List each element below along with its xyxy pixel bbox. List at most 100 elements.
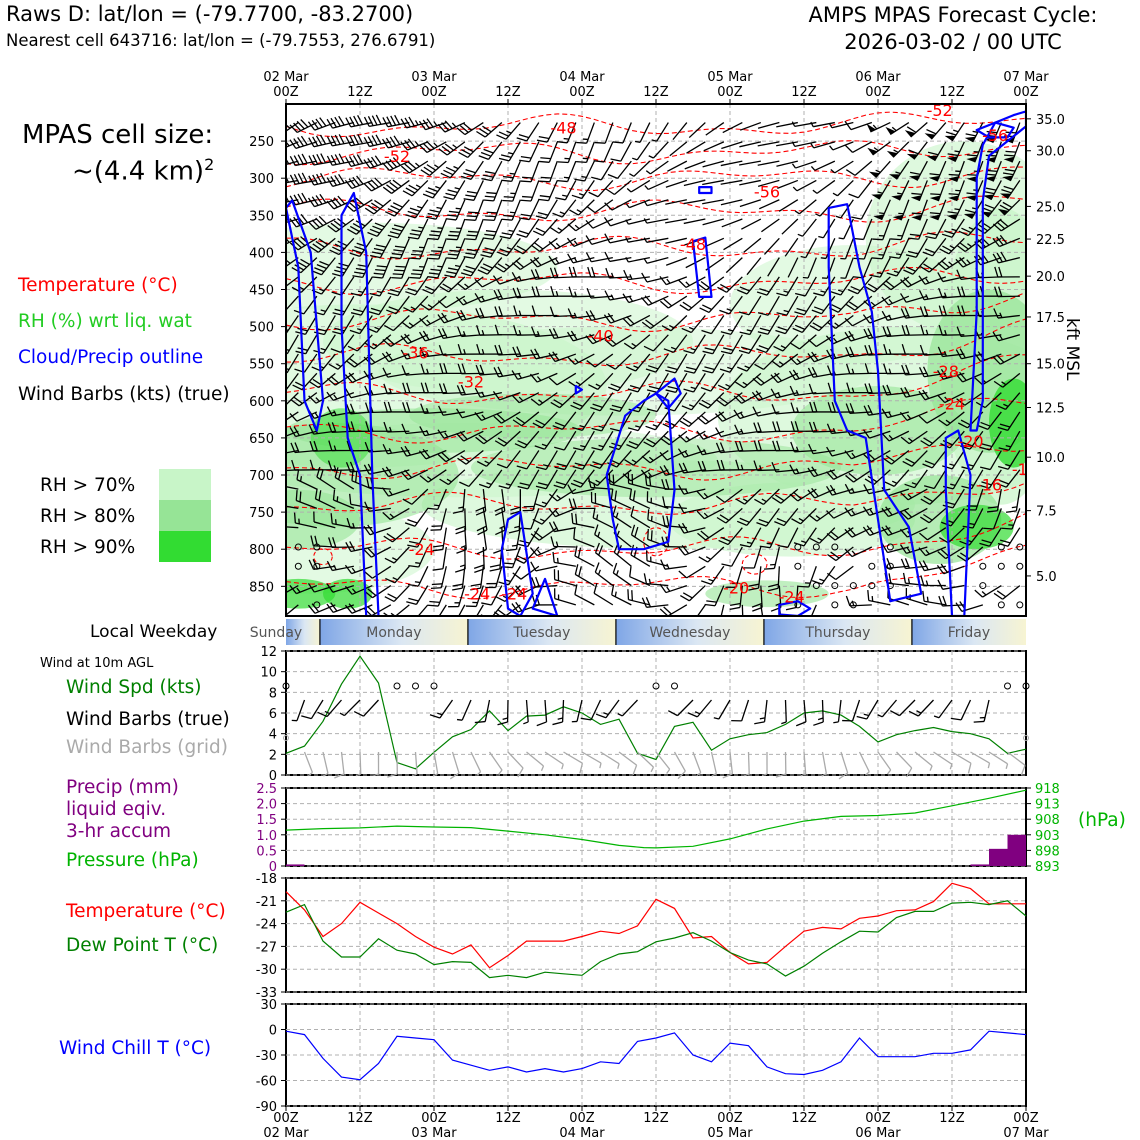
barb-flag: [438, 405, 444, 416]
barb-flag: [452, 583, 463, 587]
barb-flag: [386, 184, 396, 192]
barb-flag: [957, 286, 962, 297]
temperature-label: -56: [982, 126, 1008, 145]
barb-flag: [383, 324, 394, 332]
barb-flag: [406, 601, 417, 606]
barb-staff: [988, 751, 1008, 765]
barb-flag: [300, 258, 310, 266]
barb-flag: [997, 426, 1008, 431]
altitude-tick-label: 17.5: [1036, 311, 1065, 326]
barb-half: [744, 773, 750, 777]
barb-flag: [419, 475, 429, 483]
barb-flag: [391, 252, 403, 256]
barb-half: [886, 769, 892, 775]
barb-half: [791, 141, 796, 147]
wind-barb: [660, 559, 687, 570]
barb-staff: [938, 699, 953, 719]
barb-flag: [550, 401, 561, 409]
barb-flag: [275, 494, 276, 504]
wind-barb: [644, 179, 669, 191]
bottom-hour-label: 00Z: [865, 1111, 891, 1126]
barb-staff: [372, 565, 392, 579]
barb-pennant: [1002, 175, 1013, 181]
wind-barb: [571, 512, 595, 529]
barb-flag: [382, 443, 389, 454]
barb-flag: [845, 403, 851, 414]
barb-half: [797, 233, 803, 237]
swatch-rh80: [159, 500, 211, 531]
temperature-panel: -18-21-24-27-30-33: [256, 872, 1027, 1001]
barb-flag: [297, 261, 307, 268]
barb-flag: [443, 196, 454, 200]
barb-flag: [678, 463, 685, 474]
barb-flag: [755, 375, 765, 384]
barb-flag: [516, 465, 527, 470]
wind-barb: [771, 353, 799, 368]
bottom-hour-label: 12Z: [939, 1111, 965, 1126]
barb-staff: [528, 141, 540, 163]
calm-marker-10m: [1004, 682, 1011, 690]
barb-staff: [672, 122, 688, 141]
barb-flag: [659, 608, 669, 616]
wind-barb: [627, 472, 651, 490]
barb-flag: [552, 551, 555, 563]
wind-barb: [908, 218, 928, 240]
barb-flag: [357, 133, 364, 144]
wind-barb-true: [813, 699, 824, 726]
wind-barb: [627, 411, 651, 432]
barb-staff: [739, 141, 761, 148]
barb-flag: [626, 316, 635, 325]
barb-staff: [556, 372, 577, 386]
wind-barb-true: [856, 699, 879, 720]
barb-flag: [441, 145, 451, 154]
barb-flag: [493, 415, 502, 424]
barb-half: [1005, 763, 1009, 769]
barb-flag: [942, 245, 952, 252]
barb-staff: [863, 218, 873, 240]
cloud-outline: [654, 377, 682, 410]
barb-staff: [835, 565, 854, 581]
barb-staff: [814, 160, 836, 171]
barb-flag: [667, 366, 678, 371]
barb-half: [632, 157, 638, 161]
barb-staff: [611, 199, 632, 211]
barb-flag: [995, 404, 1006, 410]
barb-flag: [534, 268, 541, 280]
wind-barb: [512, 411, 540, 427]
bottom-date-label: 04 Mar: [559, 1126, 605, 1140]
barb-flag: [947, 211, 959, 214]
barb-flag: [579, 763, 584, 774]
wind-barbs-grid-label: Wind Barbs (grid): [66, 737, 228, 758]
barb-flag: [381, 138, 389, 149]
barb-flag: [486, 191, 497, 195]
barb-flag: [586, 360, 596, 368]
wind-barb: [622, 469, 651, 482]
barb-staff: [563, 751, 583, 764]
barb-flag: [535, 466, 547, 471]
barb-staff: [802, 218, 817, 237]
barb-flag: [686, 366, 697, 371]
wind-barb: [548, 328, 576, 340]
barb-staff: [646, 199, 669, 207]
barb-flag: [923, 437, 933, 444]
wind-barb: [612, 562, 632, 587]
wind-barb-grid: [303, 751, 314, 777]
barb-half: [851, 452, 856, 458]
barb-flag: [922, 463, 933, 469]
wind-barb: [721, 546, 743, 567]
barb-flag: [330, 602, 338, 612]
barb-staff: [837, 179, 854, 197]
wind-barb: [918, 275, 947, 285]
barb-staff: [535, 565, 558, 572]
barb-flag: [862, 526, 871, 536]
barb-flag: [289, 139, 297, 149]
barb-flag: [326, 155, 333, 166]
barb-flag: [326, 391, 334, 401]
barb-flag: [346, 440, 351, 451]
wind-barb: [985, 141, 1002, 163]
wind-barb-true: [474, 699, 491, 724]
wind-barb: [590, 491, 614, 510]
wind-barb: [830, 160, 854, 174]
barb-staff: [739, 199, 762, 208]
temperature-label: -28: [933, 362, 959, 381]
